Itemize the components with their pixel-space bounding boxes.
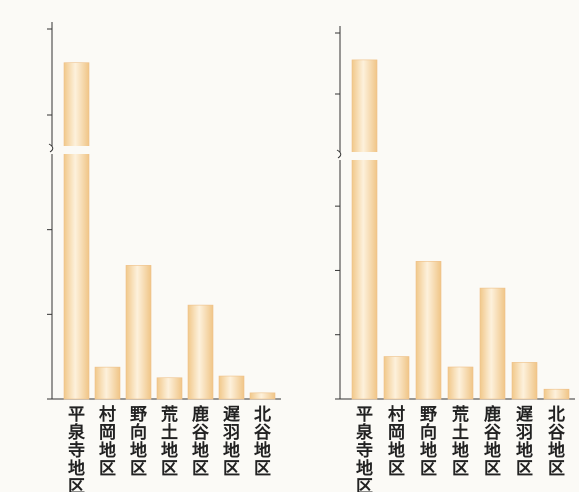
axis-break-mark — [48, 143, 54, 153]
bar — [351, 59, 378, 400]
bar — [63, 62, 90, 400]
axis-break-mark — [336, 149, 342, 159]
category-label: 野向地区 — [130, 405, 147, 479]
bar — [543, 388, 570, 400]
category-label: 鹿谷地区 — [484, 404, 502, 479]
bar — [447, 366, 474, 400]
category-label: 野向地区 — [420, 405, 437, 479]
bar — [125, 265, 152, 400]
category-label: 平泉寺地区 — [67, 405, 86, 492]
category-label: 村岡地区 — [99, 404, 116, 479]
category-label: 荒土地区 — [160, 404, 178, 479]
bar-break-gap — [351, 152, 378, 160]
bar — [511, 362, 538, 400]
category-label: 遅羽地区 — [516, 405, 533, 479]
bar — [187, 304, 214, 400]
bar — [415, 261, 442, 400]
category-label: 北谷地区 — [548, 405, 566, 479]
category-label: 鹿谷地区 — [192, 404, 210, 479]
bar — [156, 377, 183, 400]
category-label: 村岡地区 — [388, 404, 405, 479]
bar — [218, 375, 245, 400]
bar — [94, 366, 121, 400]
bar — [479, 287, 506, 400]
category-label: 平泉寺地区 — [355, 405, 374, 492]
bar-break-gap — [63, 146, 90, 154]
category-label: 遅羽地区 — [223, 405, 240, 479]
bar — [249, 392, 276, 400]
category-label: 荒土地区 — [451, 404, 469, 479]
bar — [383, 356, 410, 400]
category-label: 北谷地区 — [254, 405, 272, 479]
